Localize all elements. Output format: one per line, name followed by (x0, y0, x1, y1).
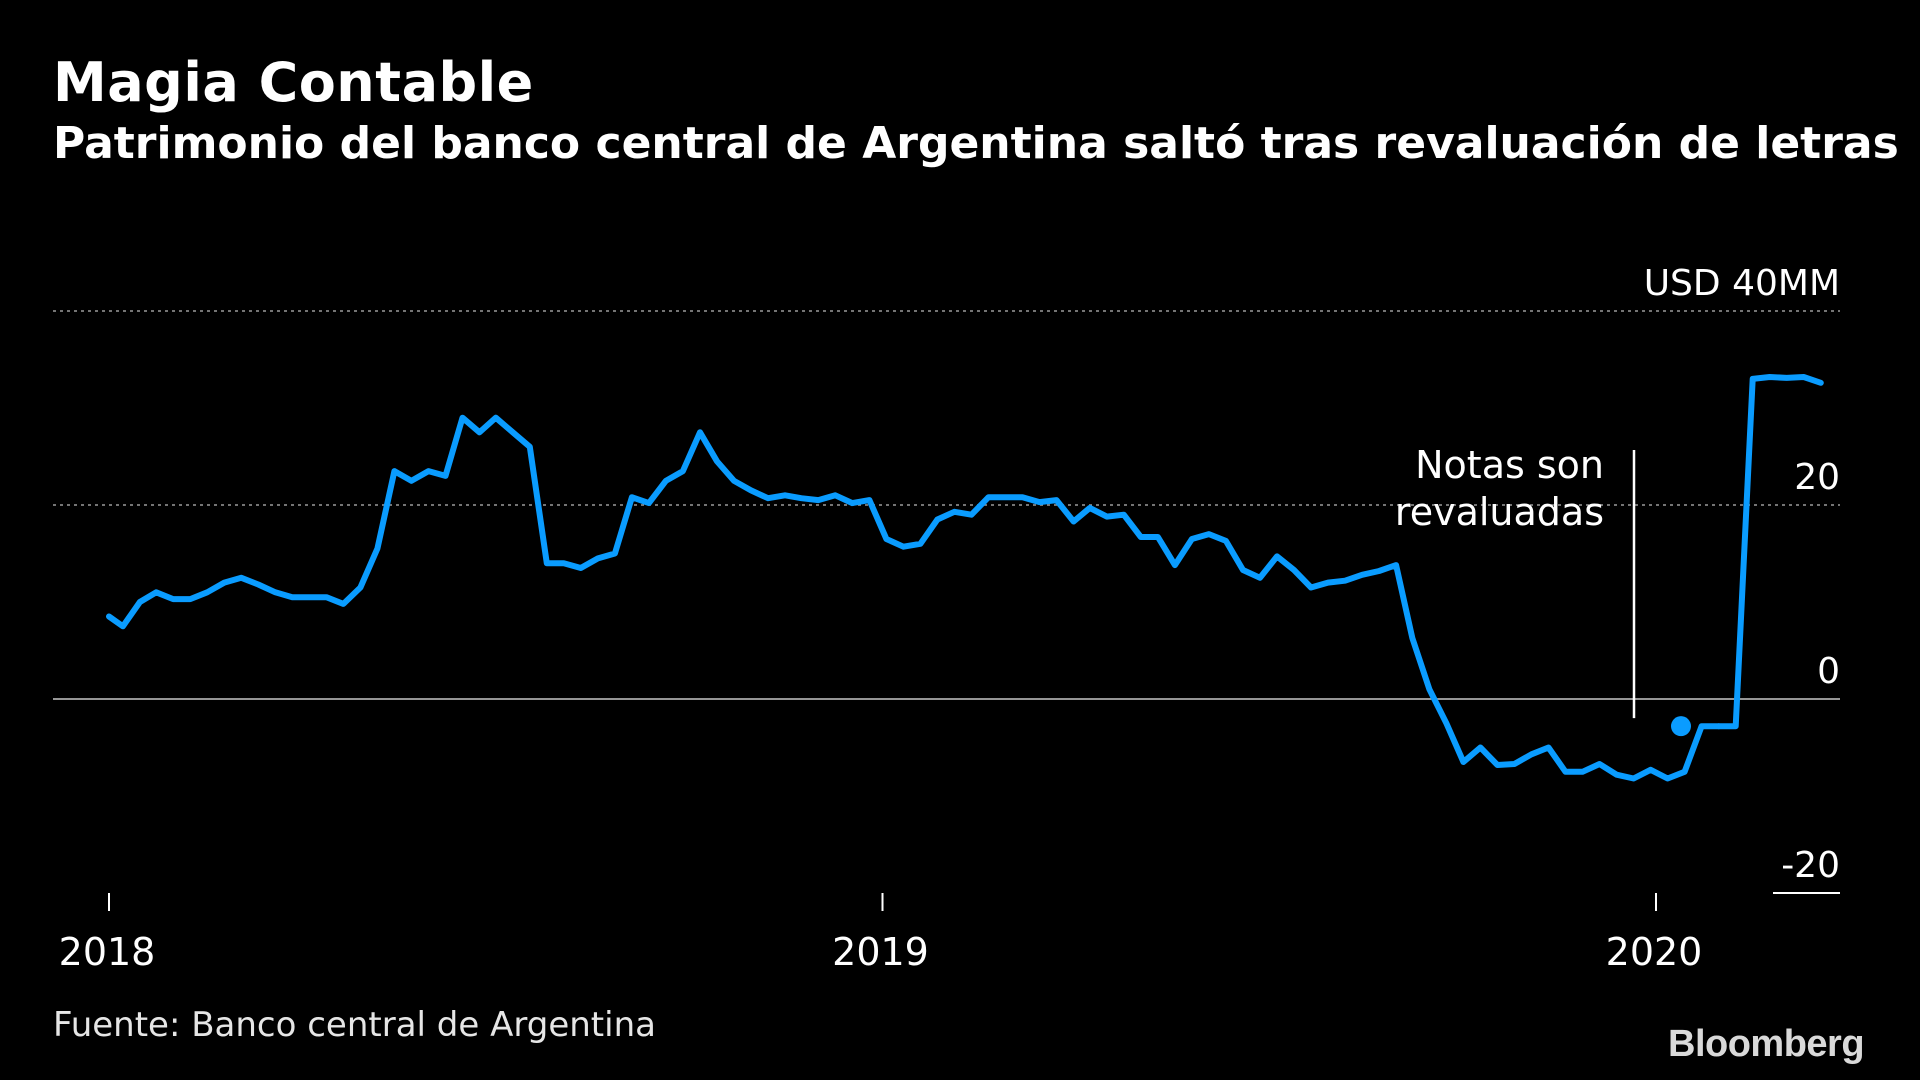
y-tick-label-neg20: -20 (1781, 845, 1840, 886)
gridlines (53, 310, 1840, 894)
y-tick-label-40: USD 40MM (1644, 263, 1840, 304)
series-line-revaluation-jump (1715, 374, 1824, 730)
y-tick-label-0: 0 (1817, 651, 1840, 692)
annotation-text-line-2: revaluadas (1395, 490, 1604, 534)
revaluation-marker-point (1671, 716, 1691, 737)
y-tick-labels: USD 40MM 20 0 -20 (1644, 263, 1840, 886)
chart-title: Magia Contable (53, 51, 534, 114)
series-line-patrimonio (106, 414, 1722, 782)
chart-subtitle: Patrimonio del banco central de Argentin… (53, 118, 1899, 169)
source-note: Fuente: Banco central de Argentina (53, 1005, 656, 1045)
series-layer (106, 374, 1824, 782)
x-tick-label-2020: 2020 (1606, 930, 1703, 974)
y-tick-label-20: 20 (1794, 457, 1840, 498)
annotation: Notas son revaluadas (1395, 443, 1636, 719)
bloomberg-logo: Bloomberg (1668, 1023, 1865, 1065)
x-tick-label-2018: 2018 (59, 930, 156, 974)
annotation-text-line-1: Notas son (1415, 443, 1604, 487)
x-axis: 2018 2019 2020 (59, 893, 1703, 974)
x-tick-label-2019: 2019 (832, 930, 929, 974)
